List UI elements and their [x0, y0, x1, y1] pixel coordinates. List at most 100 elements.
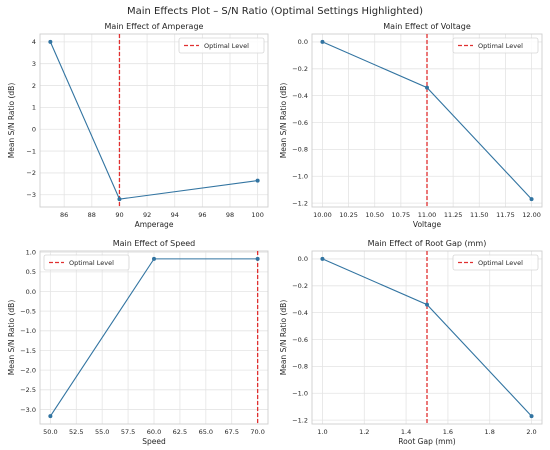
- x-tick-label: 94: [171, 211, 179, 219]
- y-tick-label: −0.4: [292, 92, 308, 100]
- x-tick-label: 11.25: [444, 211, 463, 219]
- y-tick-label: 2: [32, 82, 36, 90]
- x-tick-label: 57.5: [121, 428, 135, 436]
- x-tick-label: 65.0: [199, 428, 213, 436]
- subplot-1: 86 88 90 92 94 96 98 100 −3 −2 −1 0 1 2 3 4 Main Effect …: [7, 22, 269, 229]
- x-tick-label: 11.75: [496, 211, 515, 219]
- y-tick-label: −1.0: [292, 390, 308, 398]
- y-axis-label: Mean S/N Ratio (dB): [279, 83, 288, 159]
- y-tick-label: −0.6: [292, 336, 308, 344]
- x-tick-label: 90: [115, 211, 123, 219]
- plot-area: [40, 34, 268, 207]
- data-point: [255, 178, 260, 183]
- y-tick-label: 0.0: [26, 288, 36, 296]
- x-tick-label: 62.5: [173, 428, 187, 436]
- x-tick-label: 11.50: [470, 211, 489, 219]
- legend: Optimal Level: [178, 37, 265, 54]
- x-tick-label: 10.25: [339, 211, 358, 219]
- y-tick-label: −0.4: [292, 309, 308, 317]
- y-tick-label: 0: [32, 126, 36, 134]
- y-tick-label: 4: [32, 38, 36, 46]
- data-point: [425, 302, 429, 307]
- x-tick-label: 50.0: [43, 428, 57, 436]
- legend-label: Optimal Level: [69, 259, 114, 267]
- y-tick-label: −0.2: [292, 65, 308, 73]
- x-tick-label: 1.0: [317, 428, 327, 436]
- x-tick-label: 55.0: [95, 428, 109, 436]
- x-tick-label: 1.2: [359, 428, 369, 436]
- x-tick-label: 86: [60, 211, 68, 219]
- data-point: [48, 39, 53, 44]
- data-point: [529, 414, 534, 419]
- legend-box: [452, 37, 539, 54]
- y-tick-label: −1.0: [20, 327, 36, 335]
- y-tick-label: −1: [26, 147, 36, 155]
- y-tick-label: −2.0: [20, 366, 36, 374]
- x-tick-label: 67.5: [224, 428, 238, 436]
- x-tick-label: 1.4: [401, 428, 411, 436]
- legend: Optimal Level: [43, 254, 130, 271]
- legend-box: [178, 37, 265, 54]
- x-tick-label: 10.50: [365, 211, 384, 219]
- x-tick-label: 98: [226, 211, 234, 219]
- y-tick-label: −1.0: [292, 173, 308, 181]
- y-tick-label: −3.0: [20, 406, 36, 414]
- data-point: [529, 197, 534, 202]
- x-tick-label: 60.0: [147, 428, 161, 436]
- subplot-4: 1.0 1.2 1.4 1.6 1.8 2.0 0.0 −0.2 −0.4 −0.6 −0.8 −1.…: [279, 239, 543, 446]
- x-tick-label: 92: [143, 211, 151, 219]
- y-tick-label: −0.5: [20, 307, 36, 315]
- plot-frame: [39, 250, 269, 425]
- legend-box: [452, 254, 539, 271]
- x-axis-label: Root Gap (mm): [398, 437, 455, 446]
- data-point: [320, 256, 325, 261]
- data-point: [425, 85, 429, 90]
- x-axis-label: Voltage: [413, 220, 442, 229]
- data-point: [255, 256, 260, 261]
- figure-title: Main Effects Plot – S/N Ratio (Optimal S…: [127, 6, 423, 17]
- x-axis-label: Amperage: [135, 220, 174, 229]
- data-point: [117, 197, 122, 202]
- y-tick-label: −0.8: [292, 363, 308, 371]
- y-tick-label: 0.5: [26, 268, 36, 276]
- x-tick-label: 12.00: [522, 211, 541, 219]
- x-tick-label: 2.0: [526, 428, 536, 436]
- y-tick-label: −3: [26, 191, 36, 199]
- x-tick-label: 96: [198, 211, 206, 219]
- plot-frame: [39, 33, 269, 208]
- subplot-2: 10.00 10.25 10.50 10.75 11.00 11.25 11.50 11.75…: [279, 22, 543, 229]
- x-tick-label: 70.0: [250, 428, 264, 436]
- data-point: [152, 256, 156, 261]
- subplot-3: 50.0 52.5 55.0 57.5 60.0 62.5 65.0 67.5 70.0 1.0 0…: [7, 239, 269, 446]
- subplot-title: Main Effect of Root Gap (mm): [368, 239, 487, 248]
- y-tick-label: 1.0: [26, 248, 36, 256]
- y-tick-label: 1: [32, 104, 36, 112]
- y-tick-label: −0.6: [292, 119, 308, 127]
- y-axis-label: Mean S/N Ratio (dB): [7, 83, 16, 159]
- y-tick-label: −0.2: [292, 282, 308, 290]
- x-tick-label: 100: [251, 211, 263, 219]
- legend: Optimal Level: [452, 37, 539, 54]
- y-axis-label: Mean S/N Ratio (dB): [7, 300, 16, 376]
- x-tick-label: 1.6: [443, 428, 453, 436]
- legend-label: Optimal Level: [204, 42, 249, 50]
- data-point: [48, 414, 53, 419]
- y-tick-label: −1.2: [292, 199, 308, 207]
- subplot-title: Main Effect of Amperage: [105, 22, 204, 31]
- data-point: [320, 39, 325, 44]
- y-axis-label: Mean S/N Ratio (dB): [279, 300, 288, 376]
- legend-label: Optimal Level: [478, 42, 523, 50]
- x-tick-label: 11.00: [418, 211, 437, 219]
- subplot-title: Main Effect of Voltage: [383, 22, 471, 31]
- y-tick-label: −2: [26, 169, 36, 177]
- y-tick-label: −2.5: [20, 386, 36, 394]
- y-tick-label: 0.0: [298, 255, 308, 263]
- x-tick-label: 10.00: [313, 211, 332, 219]
- x-tick-label: 10.75: [392, 211, 411, 219]
- y-tick-label: 0.0: [298, 38, 308, 46]
- y-tick-label: −1.5: [20, 347, 36, 355]
- y-tick-label: 3: [32, 60, 36, 68]
- x-tick-label: 52.5: [69, 428, 83, 436]
- x-tick-label: 1.8: [485, 428, 495, 436]
